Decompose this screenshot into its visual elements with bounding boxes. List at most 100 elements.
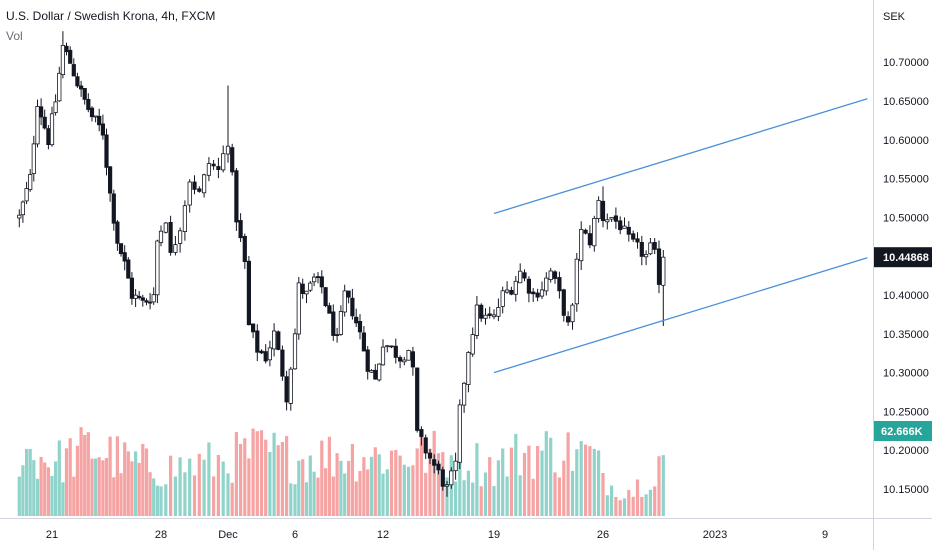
candle — [440, 466, 445, 491]
candle-body — [535, 292, 540, 298]
candle-body — [373, 369, 378, 380]
volume-bar — [247, 458, 251, 516]
candle — [100, 114, 105, 140]
candle — [60, 31, 66, 79]
volume-bar — [316, 477, 320, 516]
candle-body — [111, 193, 116, 224]
candle-body — [380, 346, 386, 366]
volume-bar — [631, 496, 635, 516]
candle — [64, 42, 69, 56]
candle-body — [393, 345, 398, 358]
candle-body — [631, 233, 636, 240]
candle-body — [311, 276, 317, 283]
volume-bar — [183, 472, 187, 516]
volume-bar — [661, 455, 665, 516]
candle — [31, 135, 36, 182]
candle — [369, 369, 374, 373]
candle — [280, 345, 285, 381]
candle — [126, 257, 131, 279]
candle-body — [292, 333, 298, 370]
channel-lower-trendline — [493, 257, 868, 374]
time-tick-label: 26 — [597, 529, 609, 541]
candle-body — [354, 316, 359, 324]
candle — [661, 250, 666, 326]
candle-body — [280, 349, 285, 377]
candle-body — [57, 72, 62, 102]
volume-bar — [43, 462, 47, 516]
candle-body — [552, 271, 558, 279]
volume-bar — [293, 484, 297, 516]
candle — [357, 314, 363, 340]
candle — [402, 357, 407, 366]
candle — [385, 345, 390, 353]
candle-body — [583, 229, 588, 234]
candle-body — [600, 200, 606, 222]
candle — [354, 308, 359, 327]
volume-bar — [373, 447, 377, 516]
candle-body — [474, 304, 480, 336]
volume-bar — [394, 450, 398, 516]
candle — [221, 145, 226, 173]
candle — [427, 448, 433, 465]
trendlines[interactable] — [493, 98, 868, 374]
price-tick-label: 10.60000 — [883, 135, 929, 147]
time-tick-label: 9 — [822, 529, 828, 541]
candle-body — [197, 188, 202, 192]
candle — [373, 364, 378, 380]
candle-body — [288, 368, 293, 404]
volume-bar — [588, 446, 592, 516]
candle-body — [449, 470, 454, 486]
candle-body — [592, 217, 597, 247]
volume-bar — [144, 448, 149, 516]
volume-bar — [173, 476, 177, 516]
volume-bar — [268, 452, 272, 516]
candle — [75, 72, 80, 88]
candle-body — [115, 221, 120, 244]
candle — [308, 280, 313, 293]
candle-body — [177, 230, 183, 244]
candle — [393, 338, 398, 364]
volume-bar — [627, 490, 631, 516]
candle — [504, 281, 510, 294]
volume-bar — [605, 495, 609, 516]
candle — [552, 270, 558, 284]
currency-label: SEK — [883, 11, 906, 23]
volume-bar — [57, 440, 61, 516]
candle-body — [93, 115, 98, 118]
volume-bar — [381, 473, 385, 516]
candle — [491, 309, 497, 320]
volume-bar — [104, 458, 109, 516]
candle — [206, 157, 211, 182]
candle-body — [656, 248, 662, 285]
volume-bar — [496, 460, 500, 516]
time-axis-panel — [0, 518, 932, 550]
candle — [292, 328, 298, 370]
candle-body — [216, 166, 221, 170]
volume-bar — [562, 460, 566, 516]
volume-bar — [657, 456, 661, 516]
time-tick-label: 6 — [292, 529, 298, 541]
candle — [177, 227, 183, 253]
candle — [35, 99, 40, 148]
candle — [187, 179, 192, 213]
candle-body — [147, 301, 153, 304]
volume-bar — [178, 457, 182, 516]
candle — [155, 239, 160, 304]
volume-bar — [64, 448, 69, 516]
candle — [513, 276, 518, 302]
candle-body — [397, 357, 403, 362]
volume-bar — [226, 473, 230, 516]
volume-bar — [126, 451, 130, 516]
candle-body — [618, 220, 623, 231]
candle-body — [82, 88, 87, 100]
candle-body — [570, 304, 575, 323]
candle-body — [104, 134, 109, 168]
candle-body — [491, 314, 497, 318]
candle-body — [622, 225, 627, 229]
volume-bar — [301, 459, 305, 516]
symbol-title[interactable]: U.S. Dollar / Swedish Krona, 4h, FXCM — [6, 9, 216, 23]
candle — [361, 326, 367, 352]
volume-indicator-label[interactable]: Vol — [6, 29, 23, 43]
